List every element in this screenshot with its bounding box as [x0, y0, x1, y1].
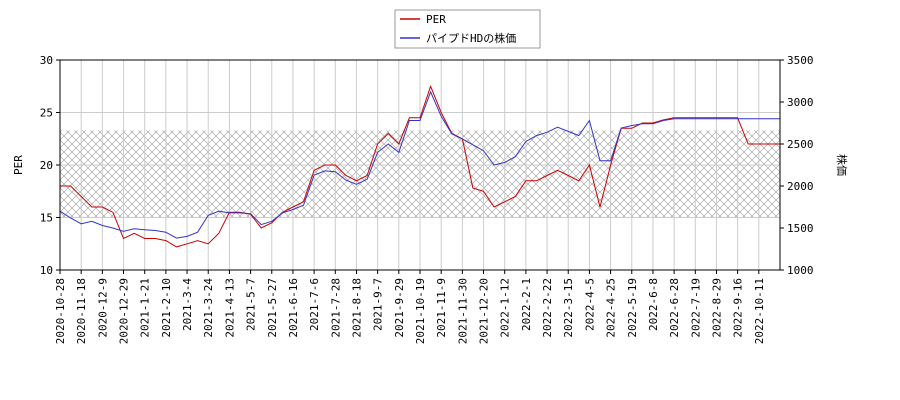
x-tick-label: 2022-6-8: [647, 278, 660, 331]
x-tick-label: 2021-3-4: [181, 278, 194, 331]
x-tick-label: 2022-10-11: [753, 278, 766, 344]
y2-tick-label: 3000: [787, 96, 814, 109]
x-tick-label: 2021-10-19: [414, 278, 427, 344]
x-tick-label: 2021-3-24: [202, 278, 215, 338]
y-tick-label: 15: [40, 212, 53, 225]
legend: [394, 9, 541, 49]
x-tick-label: 2022-9-16: [732, 278, 745, 338]
x-tick-label: 2021-6-16: [287, 278, 300, 338]
y2-tick-label: 3500: [787, 54, 814, 67]
x-tick-label: 2021-11-30: [456, 278, 469, 344]
x-tick-label: 2022-4-25: [605, 278, 618, 338]
y2-tick-label: 1500: [787, 222, 814, 235]
x-tick-label: 2022-2-22: [541, 278, 554, 338]
x-tick-label: 2020-12-9: [96, 278, 109, 338]
x-tick-label: 2022-2-1: [520, 278, 533, 331]
y-tick-label: 30: [40, 54, 53, 67]
x-tick-label: 2021-7-6: [308, 278, 321, 331]
x-tick-label: 2022-1-12: [499, 278, 512, 338]
x-tick-label: 2021-9-7: [372, 278, 385, 331]
y-axis-label: PER: [12, 155, 25, 175]
x-tick-label: 2020-12-29: [118, 278, 131, 344]
x-tick-label: 2021-2-10: [160, 278, 173, 338]
series-line: [60, 84, 780, 248]
y-tick-label: 25: [40, 107, 53, 120]
x-tick-label: 2022-6-28: [668, 278, 681, 338]
x-tick-label: 2022-4-5: [583, 278, 596, 331]
y2-tick-label: 2000: [787, 180, 814, 193]
x-tick-label: 2020-10-28: [54, 278, 67, 344]
x-tick-label: 2021-5-7: [245, 278, 258, 331]
x-tick-label: 2022-7-19: [689, 278, 702, 338]
y-tick-label: 10: [40, 264, 53, 277]
x-tick-label: 2022-8-29: [710, 278, 723, 338]
x-tick-label: 2021-4-13: [223, 278, 236, 338]
x-tick-label: 2020-11-18: [75, 278, 88, 344]
x-tick-label: 2021-8-18: [350, 278, 363, 338]
series-line: [59, 90, 780, 239]
legend-label: PER: [426, 13, 446, 26]
y2-tick-label: 2500: [787, 138, 814, 151]
x-tick-label: 2021-5-27: [266, 278, 279, 338]
y2-axis-label: 株価: [835, 154, 849, 176]
x-tick-label: 2021-12-20: [478, 278, 491, 344]
x-tick-label: 2021-7-28: [329, 278, 342, 338]
legend-label: パイプドHDの株価: [426, 31, 516, 45]
y-tick-label: 20: [40, 159, 53, 172]
y2-tick-label: 1000: [787, 264, 814, 277]
x-tick-label: 2022-5-19: [626, 278, 639, 338]
x-tick-label: 2021-1-21: [139, 278, 152, 338]
x-tick-label: 2022-3-15: [562, 278, 575, 338]
x-tick-label: 2021-11-9: [435, 278, 448, 338]
x-tick-label: 2021-9-29: [393, 278, 406, 338]
